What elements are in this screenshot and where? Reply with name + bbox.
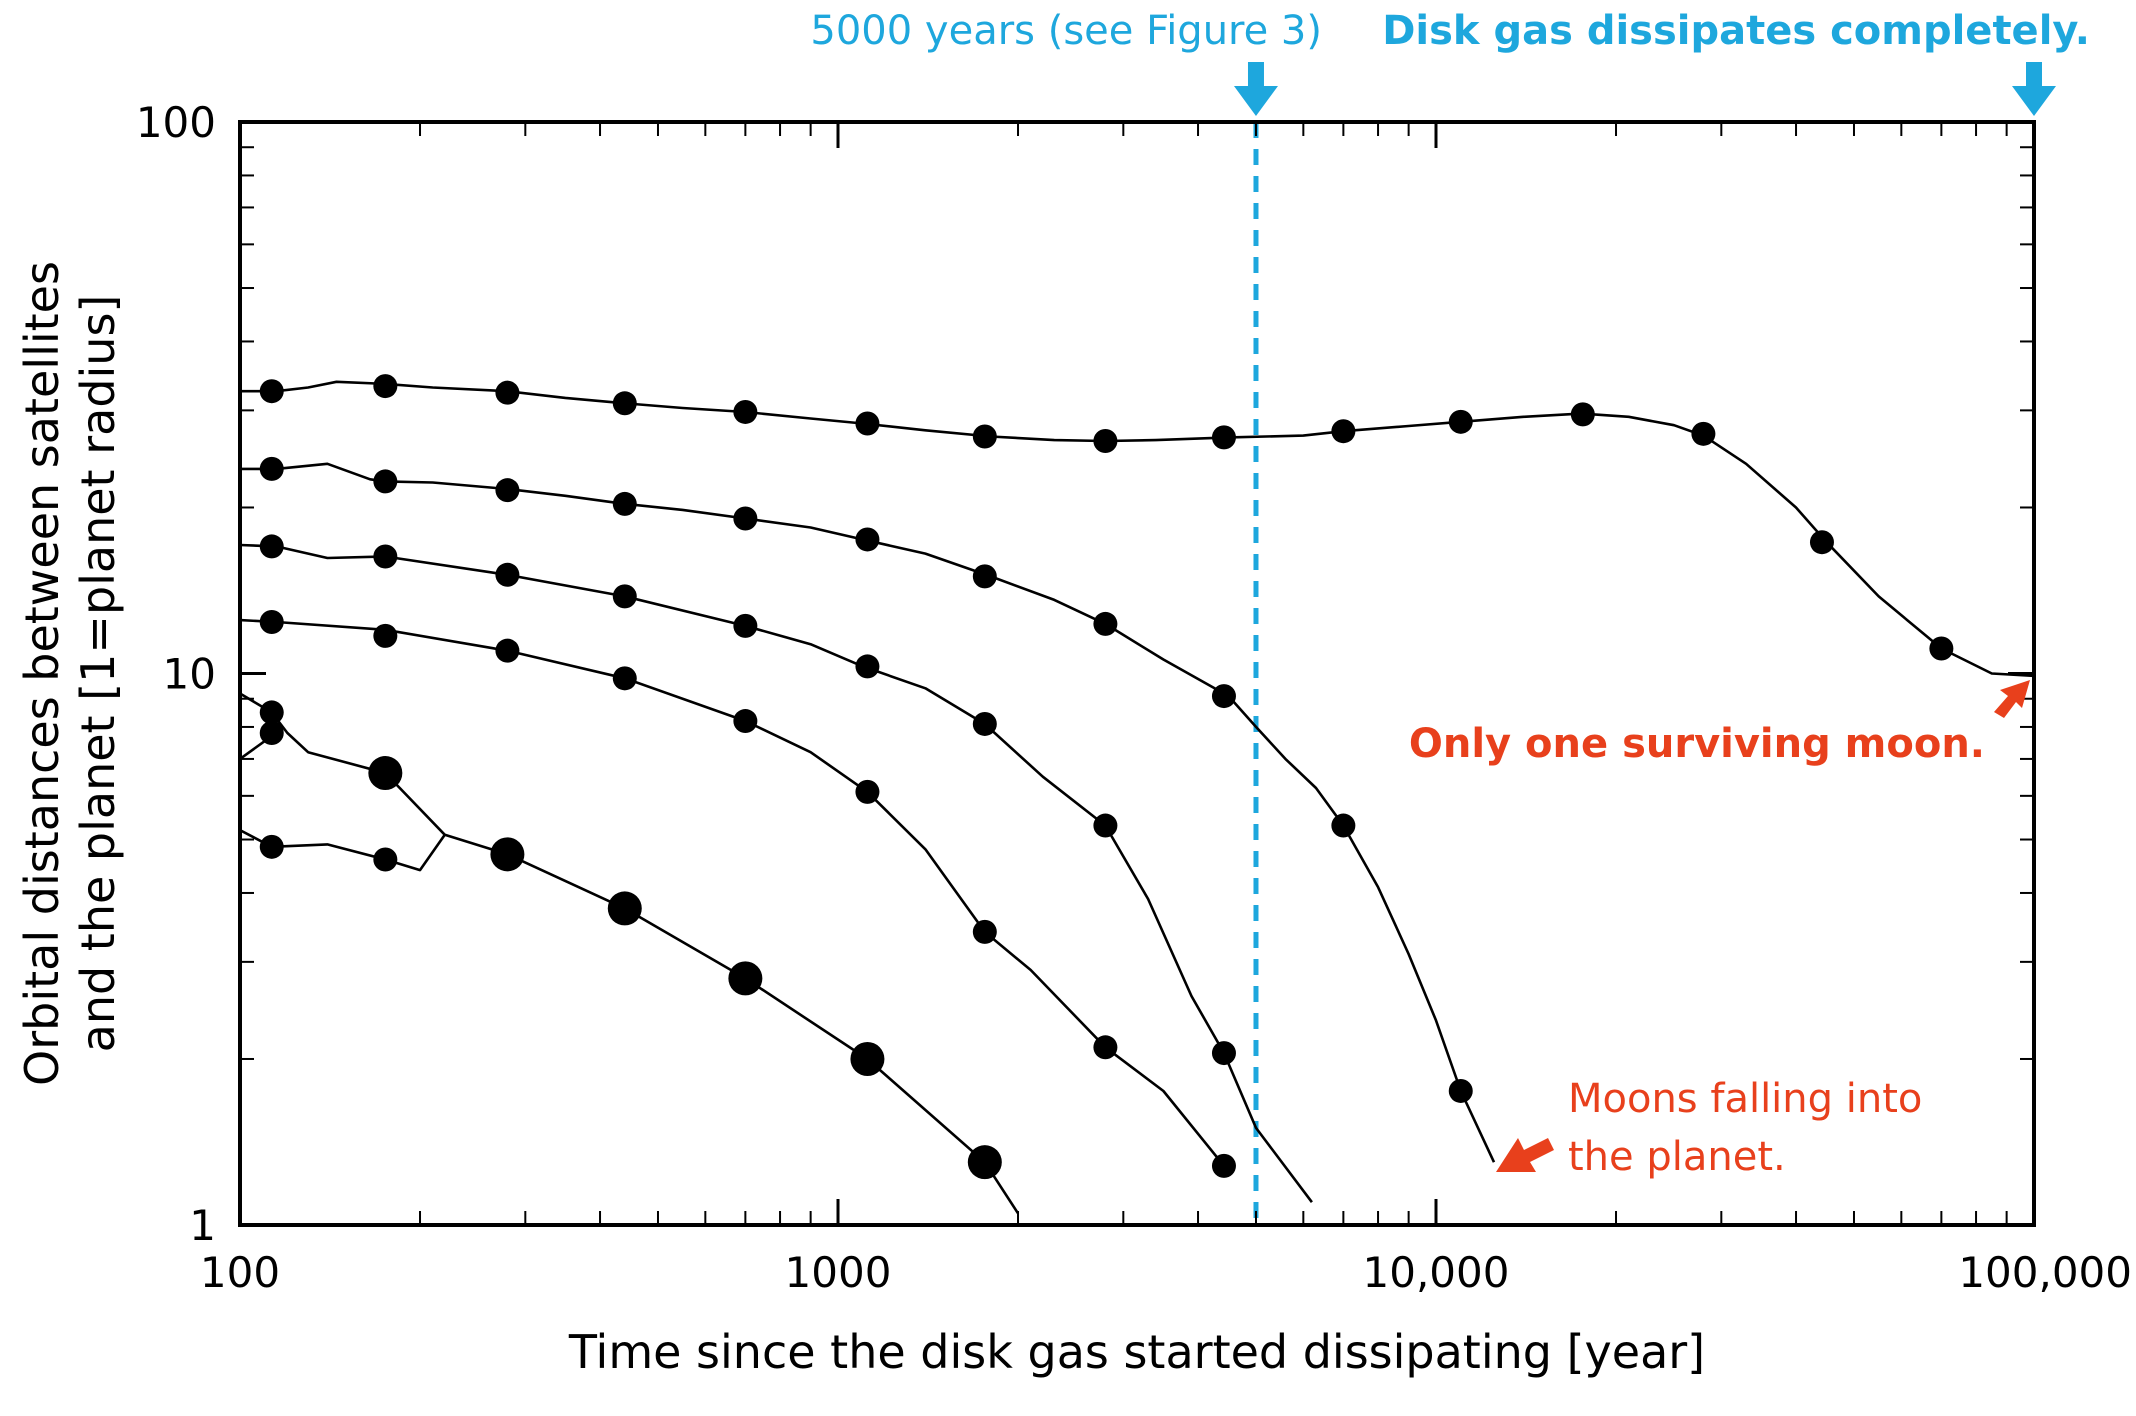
series-line-6 [239,735,273,760]
series-1-point [1211,425,1236,450]
series-1-point [1929,636,1954,661]
series-4-point [612,666,637,691]
down-arrow-icon [2012,62,2056,116]
series-1-point [1093,428,1118,453]
series-4-point [495,638,520,663]
series-1-point [1331,419,1356,444]
series-5-point [607,891,642,926]
y-tick-label: 1 [189,1201,216,1250]
series-3-point [1093,813,1118,838]
x-tick-label: 100,000 [1958,1248,2132,1297]
arrow-icon [1994,680,2030,718]
series-2-point [259,456,284,481]
series-1-point [1809,530,1834,555]
series-1-point [259,379,284,404]
series-2-point [733,506,758,531]
series-2-point [855,527,880,552]
plot-content [239,122,2035,1225]
series-2-point [972,564,997,589]
annotation-5000-years: 5000 years (see Figure 3) [810,8,1322,116]
y-axis-title-line1: Orbital distances between satellites [15,261,69,1086]
series-3-point [373,544,398,569]
series-2-point [1331,813,1356,838]
down-arrow-icon [1233,62,1278,116]
series-4-point [373,623,398,648]
x-tick-label: 100 [200,1248,280,1297]
series-line-1 [240,380,2035,678]
annotation-gas-dissipates-text: Disk gas dissipates completely. [1382,8,2090,54]
series-4-point [1211,1153,1236,1178]
annotation-surviving-moon: Only one surviving moon. [1409,680,2030,767]
series-4-point [259,609,284,634]
x-axis-title: Time since the disk gas started dissipat… [568,1325,1705,1379]
series-3-point [1211,1041,1236,1066]
series-5-point [728,961,763,996]
series-line-4 [239,618,1226,1167]
series-5-point [490,837,525,872]
series-2-point [1448,1078,1473,1103]
series-1-point [1448,409,1473,434]
series-3-point [733,613,758,638]
series-7-point [373,847,398,872]
series-1-point [972,424,997,449]
series-1-point [1570,402,1595,427]
annotation-moons-falling-line2: the planet. [1568,1134,1786,1180]
annotation-moons-falling: Moons falling into the planet. [1496,1076,1922,1180]
series-3-point [495,562,520,587]
series-2-point [373,469,398,494]
series-4-point [972,919,997,944]
series-5-point [850,1041,885,1076]
y-tick-label: 10 [163,650,216,699]
series-2-point [1211,684,1236,709]
series-2-point [1093,611,1118,636]
series-1-point [495,380,520,405]
series-line-2 [240,462,1496,1163]
annotation-moons-falling-line1: Moons falling into [1568,1076,1922,1122]
series-1-point [1691,421,1716,446]
series-1-point [733,399,758,424]
series-1-point [612,391,637,416]
series-3-point [259,534,284,559]
plot-frame [238,120,2036,1227]
y-axis-title-line2: and the planet [1=planet radius] [71,295,125,1053]
x-tick-label: 10,000 [1363,1248,1510,1297]
series-4-point [1093,1035,1118,1060]
arrow-icon [1496,1138,1554,1172]
series-line-3 [239,543,1313,1203]
series-3-point [612,584,637,609]
series-3-point [855,654,880,679]
series-4-point [733,709,758,734]
series-7-point [259,834,284,859]
series-5-point [259,700,284,725]
x-tick-label: 1000 [785,1248,892,1297]
annotation-5000-years-text: 5000 years (see Figure 3) [810,8,1322,54]
y-tick-label: 100 [136,98,216,147]
series-1-point [855,411,880,436]
series-1-point [373,374,398,399]
series-2-point [495,478,520,503]
series-5-point [967,1145,1002,1180]
series-line-5 [239,692,1020,1215]
series-3-point [972,711,997,736]
annotation-surviving-moon-text: Only one surviving moon. [1409,721,1985,767]
series-4-point [855,779,880,804]
series-5-point [368,756,403,791]
annotation-gas-dissipates: Disk gas dissipates completely. [1382,8,2090,116]
ticks: 100 1000 10,000 100,000 1 10 100 [136,98,2132,1297]
series-2-point [612,491,637,516]
